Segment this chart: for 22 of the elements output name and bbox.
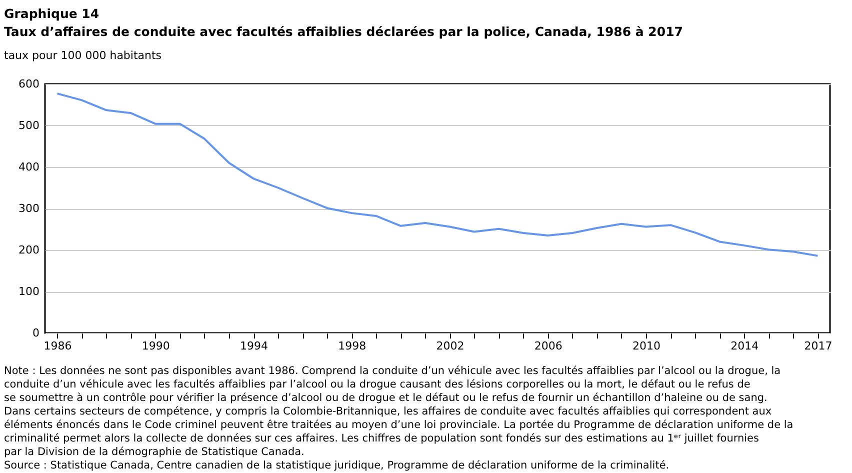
x-tick-label: 2010 xyxy=(632,340,661,352)
y-tick-label: 200 xyxy=(18,244,40,256)
chart-subtitle: Taux d’affaires de conduite avec facultés affaiblies déclarées par la police, Canada, 1986 à 2017 xyxy=(4,24,683,39)
x-tick-label: 1994 xyxy=(240,340,268,352)
x-tick-label: 2006 xyxy=(534,340,562,352)
y-tick-label: 300 xyxy=(18,202,40,215)
y-tick-label: 400 xyxy=(18,160,40,174)
text: Note : Les données ne sont pas disponibles avant 1986. Comprend la conduite d’un véhicule avec les facultés affaiblies par l’alcool ou la drogue, la conduite d’un véhicule avec les facultés affaiblies par l’alcool ou la drogue causant des lésions corporelles ou la mort, le défaut ou le refus de se soumettre à un contrôle pour vérifier la présence d’alcool ou de drogue et le défaut ou le refus de fournir un échantillon d’haleine ou de sang. Dans certains secteurs de compétence, y compris la Colombie-Britannique, les affaires de conduite avec facultés affaiblies qui correspondent aux éléments énoncés dans le Code criminel peuvent être traitées au moyen d’une loi provinciale. La portée du Programme de déclaration uniforme de la criminalité permet alors la collecte de données sur ces affaires. Les chiffres de population sont fondés sur des estimations au 1ᵉʳ juillet fournies par la Division de la démographie de Statistique Canada. xyxy=(4,365,794,458)
x-tick-label: 2002 xyxy=(436,340,464,352)
x-tick-label: 1998 xyxy=(338,340,366,352)
y-tick-label: 600 xyxy=(18,78,40,90)
source-note: Source : Statistique Canada, Centre canadien de la statistique juridique, Programme de déclaration uniforme de la criminalité. xyxy=(4,460,670,472)
x-tick-label: 2017 xyxy=(804,340,832,352)
chart-title: Graphique 14 xyxy=(4,6,100,21)
y-tick-label: 100 xyxy=(18,285,40,298)
line-series xyxy=(56,92,819,257)
y-axis-title: taux pour 100 000 habitants xyxy=(4,49,162,62)
y-tick-label: 0 xyxy=(32,326,40,340)
x-tick-label: 1986 xyxy=(44,340,72,352)
x-tick-label: 2014 xyxy=(730,340,759,352)
y-tick-label: 500 xyxy=(18,119,40,132)
x-tick-label: 1990 xyxy=(142,340,170,352)
